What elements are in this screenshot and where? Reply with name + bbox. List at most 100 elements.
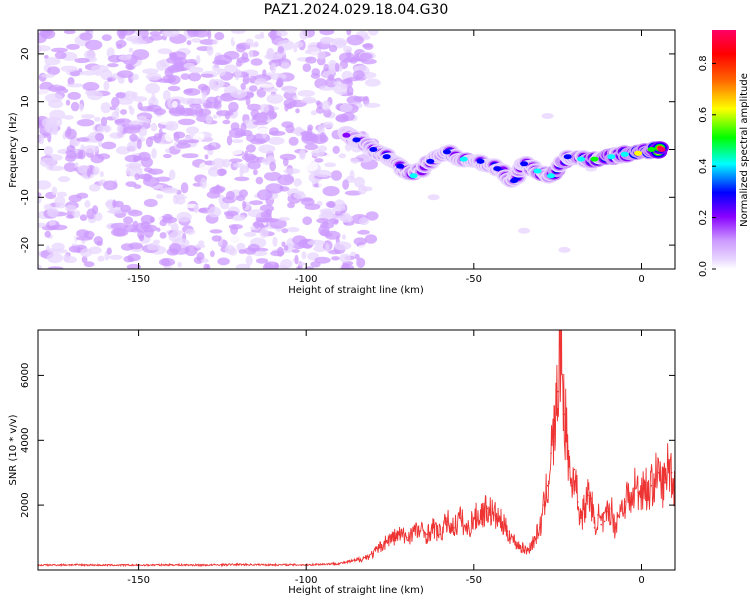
spectrogram-noise-blob [49,219,56,227]
spectrogram-ridge-peak [342,132,351,138]
snr-data-point [670,471,673,474]
snr-x-label: Height of straight line (km) [288,585,424,596]
spectrogram-noise-blob [168,52,177,58]
spectrogram-noise-blob [72,210,81,218]
spectrogram-noise-blob [93,236,104,245]
spectrogram-noise-blob [205,263,211,269]
spectrogram-noise-blob [133,184,142,189]
spectrogram-noise-blob [188,72,202,82]
spectrogram-noise-blob [304,49,312,55]
spectrogram-ridge-peak [634,150,643,156]
colorbar-ticks: 0.0 0.2 0.4 0.6 0.8 [698,55,716,277]
spectrogram-noise-blob [188,66,204,74]
spectrogram-noise-blob [316,218,330,224]
spectrogram-noise-blob [116,48,124,54]
snr-data-point [570,484,572,487]
spectrogram-noise-blob [245,255,253,266]
spectrogram-noise-blob [291,249,300,253]
spectrogram-noise-blob [341,234,346,240]
spectrogram-noise-blob [269,30,277,41]
spectrogram-noise-blob [116,43,123,50]
spectrogram-noise-blob [63,115,74,120]
spectrogram-noise-blob [314,158,324,163]
spectrogram-noise-blob [192,98,207,105]
spectrogram-noise-blob [247,160,261,170]
spectrogram-noise-blob [225,212,234,220]
spectrogram-noise-blob [169,66,186,72]
spectrogram-noise-blob [51,234,62,244]
spectrogram-noise-blob [191,38,202,43]
spectrogram-noise-blob [70,101,80,112]
spectrogram-noise-blob [138,234,145,242]
spectrogram-noise-blob [77,149,86,160]
spectrogram-noise-blob [120,109,127,115]
spectrogram-noise-blob [176,211,192,223]
spectrogram-noise-blob [267,155,275,162]
snr-data-point [550,452,552,455]
spectrogram-noise-blob [162,189,179,194]
spectrogram-ridge-peak [520,161,529,167]
spectrogram-noise-blob [230,224,239,235]
snr-data-point [640,488,643,490]
spectrogram-noise-blob [228,101,239,113]
spectrogram-noise-blob [204,154,209,160]
spectrogram-noise-blob [97,153,111,160]
spectrogram-noise-blob [259,204,275,213]
spectrogram-noise-blob [259,227,269,238]
spectrogram-noise-blob [118,55,132,61]
spectrogram-noise-blob [213,114,218,119]
spectrogram-noise-blob [321,100,331,111]
spectrogram-noise-blob [63,254,70,262]
colorbar-tick-label: 0.0 [698,261,709,277]
snr-data-point [271,564,274,566]
snr-data-point [392,536,395,539]
spectrogram-noise-blob [66,43,80,50]
spectrogram-noise-blob [83,230,95,239]
spectrogram-noise-blob [197,83,208,91]
x-tick-label: -100 [295,575,318,586]
spectrogram-noise-blob [339,103,353,113]
spectrogram-noise-blob [248,49,254,58]
spectrogram-noise-blob [300,130,312,137]
spectrogram-noise-blob [184,107,198,116]
spectrogram-ridge-peak [459,156,468,162]
spectrogram-noise-blob [334,62,340,72]
spectrogram-noise-blob [212,64,220,72]
snr-x-ticks: -150 -100 -50 0 [127,330,645,586]
spectrogram-noise-blob [80,248,93,258]
spectrogram-faint-blob [518,227,531,234]
spectrogram-noise-blob [286,227,300,233]
snr-data-point [627,494,629,497]
spectrogram-noise-blob [54,51,67,60]
spectrogram-noise-blob [188,88,194,94]
spectrogram-noise-blob [69,70,81,77]
spectrogram-noise-blob [108,254,123,260]
spectrogram-noise-blob [250,138,266,145]
spectrogram-noise-blob [236,57,250,63]
spectrogram-noise-blob [86,90,103,101]
spectrogram-noise-blob [322,121,334,128]
spectrogram-noise-blob [50,224,68,231]
spectrogram-noise-blob [324,162,337,168]
spectrogram-noise-blob [93,116,101,122]
spectrogram-noise-blob [318,180,325,189]
spectrogram-ridge-peak [352,137,361,143]
spectrogram-noise-blob [244,150,249,158]
spectrogram-ridge-peak [443,149,451,155]
spectrogram-noise-blob [107,77,113,82]
spectrogram-noise-blob [65,154,77,162]
spectrogram-noise-blob [177,261,182,268]
spectrogram-y-ticks: -20 -10 0 10 20 [20,48,675,253]
spectrogram-noise-blob [313,245,327,253]
spectrogram-noise-blob [147,242,161,251]
spectrogram-noise-blob [203,136,214,143]
spectrogram-noise-blob [317,50,326,60]
spectrogram-noise-blob [80,70,97,76]
spectrogram-ridge-peak [547,173,555,179]
spectrogram-ridge-peak [369,147,378,152]
snr-data-point [499,520,502,523]
spectrogram-noise-blob [281,121,294,128]
spectrogram-noise-blob [358,184,367,195]
spectrogram-noise-blob [231,139,244,144]
spectrogram-noise-blob [299,30,309,40]
